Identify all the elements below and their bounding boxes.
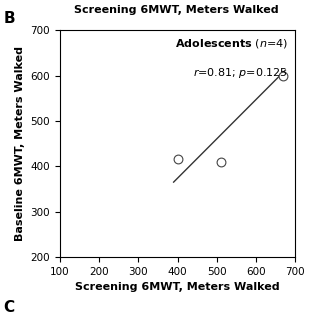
Text: C: C bbox=[3, 300, 14, 315]
Text: Screening 6MWT, Meters Walked: Screening 6MWT, Meters Walked bbox=[74, 5, 278, 15]
Text: $\bf{Adolescents}$ ($\it{n}$=4): $\bf{Adolescents}$ ($\it{n}$=4) bbox=[175, 37, 288, 50]
X-axis label: Screening 6MWT, Meters Walked: Screening 6MWT, Meters Walked bbox=[75, 282, 280, 292]
Point bbox=[281, 73, 286, 78]
Text: $\it{r}$=0.81; $\it{p}$=0.125: $\it{r}$=0.81; $\it{p}$=0.125 bbox=[193, 67, 288, 80]
Text: B: B bbox=[3, 11, 15, 26]
Y-axis label: Baseline 6MWT, Meters Walked: Baseline 6MWT, Meters Walked bbox=[15, 46, 25, 241]
Point bbox=[175, 157, 180, 162]
Point bbox=[218, 159, 223, 164]
